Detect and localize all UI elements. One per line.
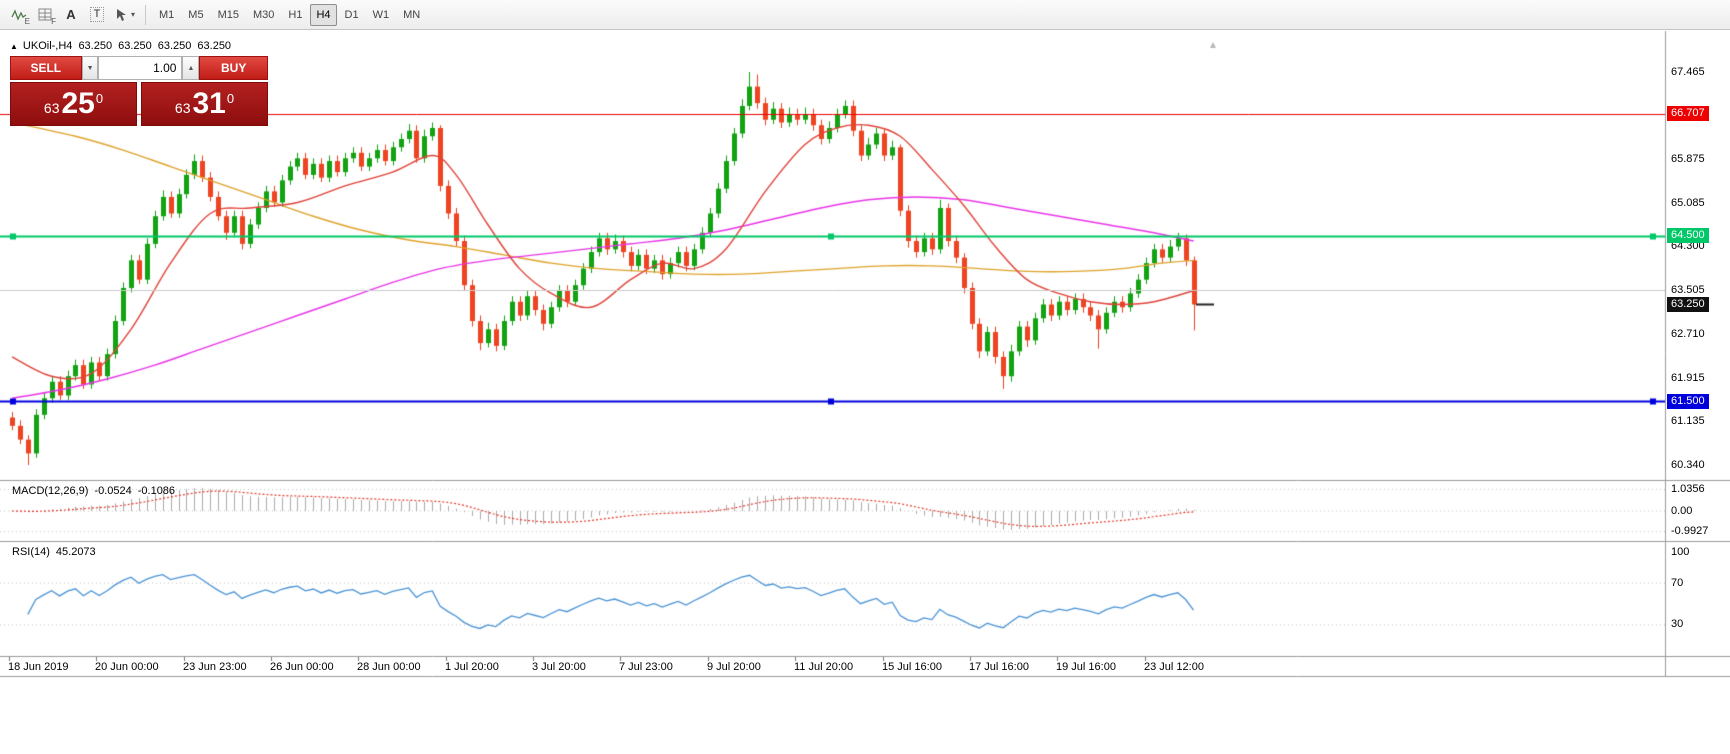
time-axis-label: 7 Jul 23:00	[619, 661, 673, 673]
price-level-badge: 61.500	[1667, 393, 1709, 409]
toolbar-separator	[145, 4, 147, 25]
ohlc-open: 63.250	[78, 40, 113, 52]
text-tool-icon: A	[66, 7, 76, 22]
volume-down-button[interactable]: ▼	[81, 56, 99, 80]
time-axis-label: 11 Jul 20:00	[794, 661, 854, 673]
timeframe-button-d1[interactable]: D1	[339, 4, 365, 26]
one-click-panel-toggle[interactable]: ▲	[10, 42, 18, 51]
trade-panel-controls: SELL ▼ ▲ BUY	[10, 56, 268, 80]
chart-header: ▲ UKOil-,H4 63.250 63.250 63.250 63.250	[10, 40, 231, 52]
symbol-period-label: UKOil-,H4	[22, 40, 73, 52]
rsi-value: 45.2073	[55, 546, 96, 558]
rsi-axis-label: 100	[1671, 545, 1690, 558]
indicators-button[interactable]: E	[6, 3, 32, 27]
objects-list-button-sub: F	[51, 16, 56, 26]
trade-panel-prices: 63 25 0 63 31 0	[10, 82, 268, 126]
ohlc-low: 63.250	[157, 40, 192, 52]
timeframe-button-m5[interactable]: M5	[182, 4, 209, 26]
time-axis-label: 26 Jun 00:00	[270, 661, 334, 673]
rsi-name: RSI(14)	[12, 546, 50, 558]
rsi-axis-label: 70	[1671, 576, 1684, 589]
price-axis-label: 65.875	[1671, 153, 1705, 166]
indicators-button-sub: E	[24, 16, 30, 26]
time-axis-label: 23 Jul 12:00	[1144, 661, 1204, 673]
rsi-axis-label: 30	[1671, 618, 1684, 631]
objects-list-button[interactable]: F	[32, 3, 58, 27]
price-axis-label: 65.085	[1671, 196, 1705, 209]
price-axis-label: 61.135	[1671, 414, 1705, 427]
price-axis-label: 61.915	[1671, 371, 1705, 384]
macd-signal-value: -0.1086	[137, 485, 176, 497]
time-axis-label: 23 Jun 23:00	[183, 661, 247, 673]
grid-icon	[38, 8, 52, 21]
toolbar: E F A T ▾ M1 M5 M15 M30 H1 H4 D1 W1 MN	[0, 0, 1730, 30]
price-axis-label: 62.710	[1671, 327, 1705, 340]
cursor-icon	[117, 8, 126, 21]
timeframe-button-m15[interactable]: M15	[212, 4, 245, 26]
ask-big-digits: 31	[192, 87, 226, 120]
macd-axis-label: 0.00	[1671, 504, 1693, 517]
rsi-indicator-label: RSI(14) 45.2073	[12, 546, 96, 558]
timeframe-button-m30[interactable]: M30	[247, 4, 280, 26]
macd-axis-label: 1.0356	[1671, 482, 1705, 495]
timeframe-button-w1[interactable]: W1	[367, 4, 396, 26]
time-axis-label: 20 Jun 00:00	[95, 661, 159, 673]
price-level-badge: 64.500	[1667, 228, 1709, 244]
timeframe-button-m1[interactable]: M1	[153, 4, 180, 26]
time-axis-label: 15 Jul 16:00	[882, 661, 942, 673]
time-axis-label: 9 Jul 20:00	[707, 661, 761, 673]
ask-prefix: 63	[174, 100, 191, 116]
time-axis-label: 3 Jul 20:00	[532, 661, 586, 673]
macd-axis-label: -0.9927	[1671, 525, 1709, 538]
sell-button[interactable]: SELL	[10, 56, 82, 80]
price-axis-label: 67.465	[1671, 65, 1705, 78]
current-price-badge: 63.250	[1667, 296, 1709, 312]
chevron-up-icon: ▲	[187, 64, 195, 72]
timeframe-button-mn[interactable]: MN	[397, 4, 426, 26]
chevron-down-icon: ▾	[131, 10, 136, 19]
time-axis: 18 Jun 2019 20 Jun 00:00 23 Jun 23:00 26 Ju…	[0, 659, 1666, 675]
cursor-tool-button[interactable]: ▾	[110, 3, 139, 27]
time-axis-label: 1 Jul 20:00	[445, 661, 499, 673]
timeframe-button-h4[interactable]: H4	[310, 3, 337, 26]
time-axis-label: 19 Jul 16:00	[1056, 661, 1116, 673]
bid-big-digits: 25	[61, 87, 95, 120]
price-axis-label: 64.300	[1671, 240, 1705, 253]
time-axis-label: 28 Jun 00:00	[357, 661, 421, 673]
ohlc-close: 63.250	[197, 40, 232, 52]
ask-price-display[interactable]: 63 31 0	[141, 82, 268, 126]
timeframe-group: M1 M5 M15 M30 H1 H4 D1 W1 MN	[152, 3, 427, 26]
timeframe-button-h1[interactable]: H1	[282, 4, 308, 26]
bid-pip-digit: 0	[95, 91, 104, 106]
chevron-down-icon: ▼	[86, 64, 94, 72]
ask-pip-digit: 0	[226, 91, 235, 106]
time-axis-label: 18 Jun 2019	[8, 661, 69, 673]
macd-indicator-label: MACD(12,26,9) -0.0524 -0.1086	[12, 485, 175, 497]
price-level-badge: 66.707	[1667, 106, 1709, 122]
macd-value: -0.0524	[94, 485, 132, 497]
ohlc-high: 63.250	[118, 40, 152, 52]
text-tool-button[interactable]: A	[58, 3, 84, 27]
price-axis-label: 60.340	[1671, 458, 1705, 471]
bid-prefix: 63	[43, 100, 60, 116]
volume-up-button[interactable]: ▲	[182, 56, 200, 80]
macd-name: MACD(12,26,9)	[12, 485, 89, 497]
buy-button[interactable]: BUY	[199, 56, 268, 80]
indicators-icon	[11, 8, 27, 21]
text-label-tool-button[interactable]: T	[84, 3, 110, 27]
time-axis-label: 17 Jul 16:00	[969, 661, 1029, 673]
price-axis: 67.465 65.875 65.085 64.300 63.505 62.710 61.9…	[1666, 0, 1730, 754]
volume-input[interactable]	[98, 56, 183, 80]
bid-price-display[interactable]: 63 25 0	[10, 82, 137, 126]
price-axis-label: 63.505	[1671, 283, 1705, 296]
text-label-icon: T	[89, 7, 105, 22]
